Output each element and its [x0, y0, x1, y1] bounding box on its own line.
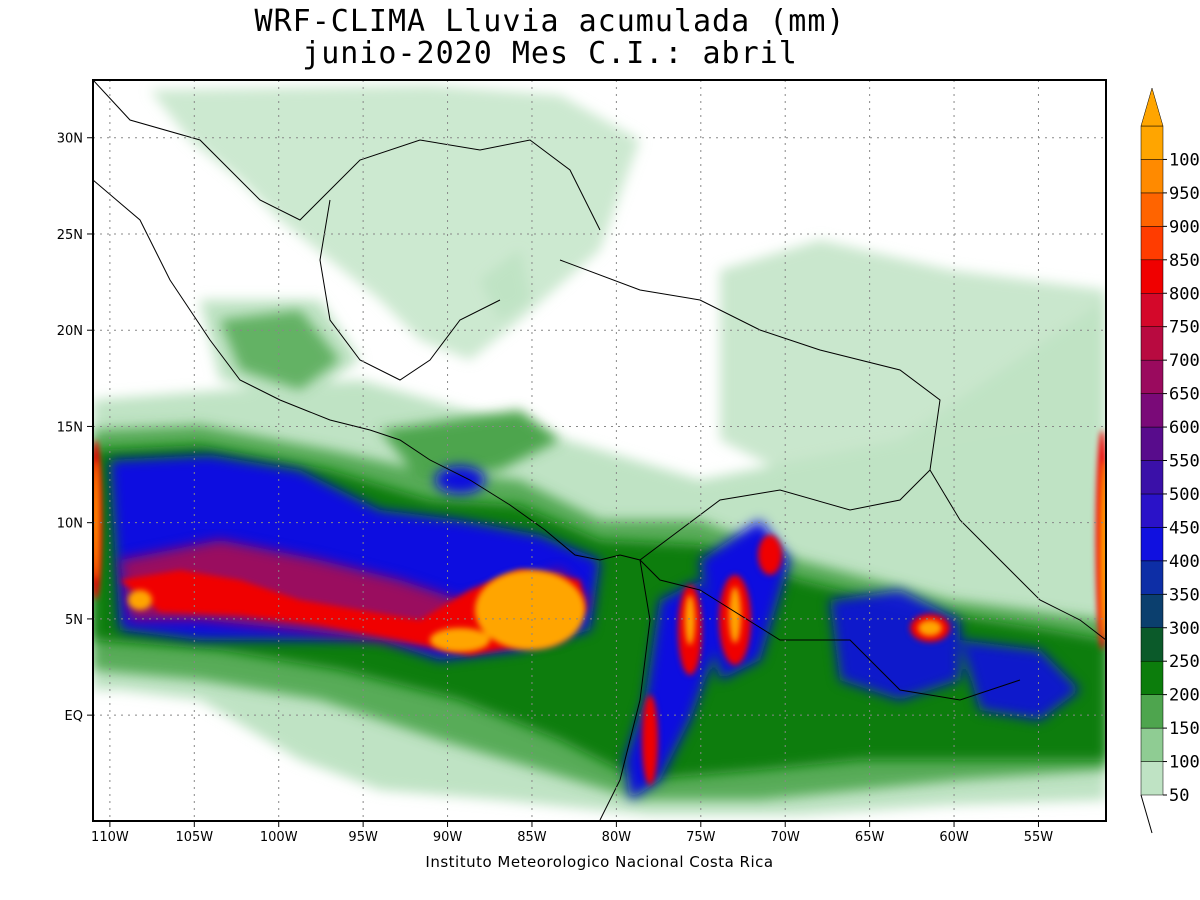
lat-tick-label: 10N [57, 517, 83, 532]
colorbar-label: 300 [1169, 619, 1200, 639]
colorbar-swatch [1140, 293, 1164, 327]
colorbar-label: 350 [1169, 585, 1200, 605]
colorbar-swatch [1140, 660, 1164, 695]
colorbar-label: 800 [1169, 284, 1200, 304]
lon-tick-label: 95W [348, 830, 378, 845]
lon-tick-label: 65W [855, 830, 885, 845]
lon-tick-label: 110W [91, 830, 129, 845]
credit-line: Instituto Meteorologico Nacional Costa R… [425, 853, 774, 871]
colorbar-label: 250 [1169, 652, 1200, 672]
colorbar-label: 400 [1169, 552, 1200, 572]
colorbar-min-arrow [1140, 794, 1153, 834]
colorbar-swatch [1140, 259, 1164, 294]
lon-tick-label: 100W [260, 830, 298, 845]
colorbar-label: 550 [1169, 452, 1200, 472]
colorbar-swatch [1140, 326, 1164, 361]
lon-tick-label: 75W [686, 830, 716, 845]
colorbar-label: 700 [1169, 351, 1200, 371]
colorbar: 50 100 150 200 250 300 350 400 450 500 550 600 650 70… [1140, 87, 1200, 834]
colorbar-swatch [1140, 226, 1164, 261]
colorbar-label: 500 [1169, 485, 1200, 505]
colorbar-swatch [1140, 727, 1164, 762]
colorbar-label: 200 [1169, 686, 1200, 706]
colorbar-swatch [1140, 460, 1164, 495]
colorbar-swatch [1140, 493, 1164, 528]
colorbar-label: 750 [1169, 318, 1200, 338]
colorbar-swatch [1140, 159, 1164, 194]
colorbar-label: 1000 [1169, 150, 1200, 170]
colorbar-swatch [1140, 560, 1164, 595]
colorbar-label: 150 [1169, 719, 1200, 739]
colorbar-max-arrow [1140, 87, 1164, 127]
colorbar-swatch [1140, 527, 1164, 562]
lon-tick-label: 90W [433, 830, 463, 845]
colorbar-label: 50 [1169, 786, 1189, 806]
coastlines [93, 80, 1106, 821]
lon-tick-label: 60W [939, 830, 969, 845]
colorbar-label: 600 [1169, 418, 1200, 438]
colorbar-swatch [1140, 359, 1164, 394]
colorbar-swatch [1140, 761, 1164, 796]
graticule [93, 80, 1106, 821]
map-subtitle: junio-2020 Mes C.I.: abril [302, 36, 798, 71]
axes: 110W 105W 100W 95W 90W 85W 80W 75W 70W 65W 60W 55W 3… [57, 132, 1054, 845]
lat-tick-label: 20N [57, 324, 83, 339]
colorbar-swatch [1140, 192, 1164, 227]
colorbar-label: 100 [1169, 753, 1200, 773]
lat-tick-label: EQ [65, 709, 83, 724]
colorbar-swatch [1140, 393, 1164, 428]
lat-tick-label: 25N [57, 228, 83, 243]
colorbar-label: 450 [1169, 518, 1200, 538]
lon-tick-label: 80W [602, 830, 632, 845]
map-title: WRF-CLIMA Lluvia acumulada (mm) [254, 4, 846, 39]
colorbar-label: 950 [1169, 184, 1200, 204]
colorbar-swatch [1140, 426, 1164, 461]
lat-tick-label: 30N [57, 132, 83, 147]
colorbar-swatch [1140, 694, 1164, 729]
colorbar-swatch [1140, 594, 1164, 628]
lon-tick-label: 70W [771, 830, 801, 845]
lon-tick-label: 105W [175, 830, 213, 845]
rainfall-field [93, 80, 1106, 821]
lon-tick-label: 55W [1024, 830, 1054, 845]
colorbar-label: 850 [1169, 251, 1200, 271]
colorbar-label: 650 [1169, 385, 1200, 405]
colorbar-swatch [1140, 125, 1164, 160]
colorbar-label: 900 [1169, 217, 1200, 237]
lat-tick-label: 15N [57, 420, 83, 435]
map-frame [92, 79, 1107, 822]
lon-tick-label: 85W [517, 830, 547, 845]
colorbar-swatch [1140, 627, 1164, 662]
lat-tick-label: 5N [65, 613, 83, 628]
